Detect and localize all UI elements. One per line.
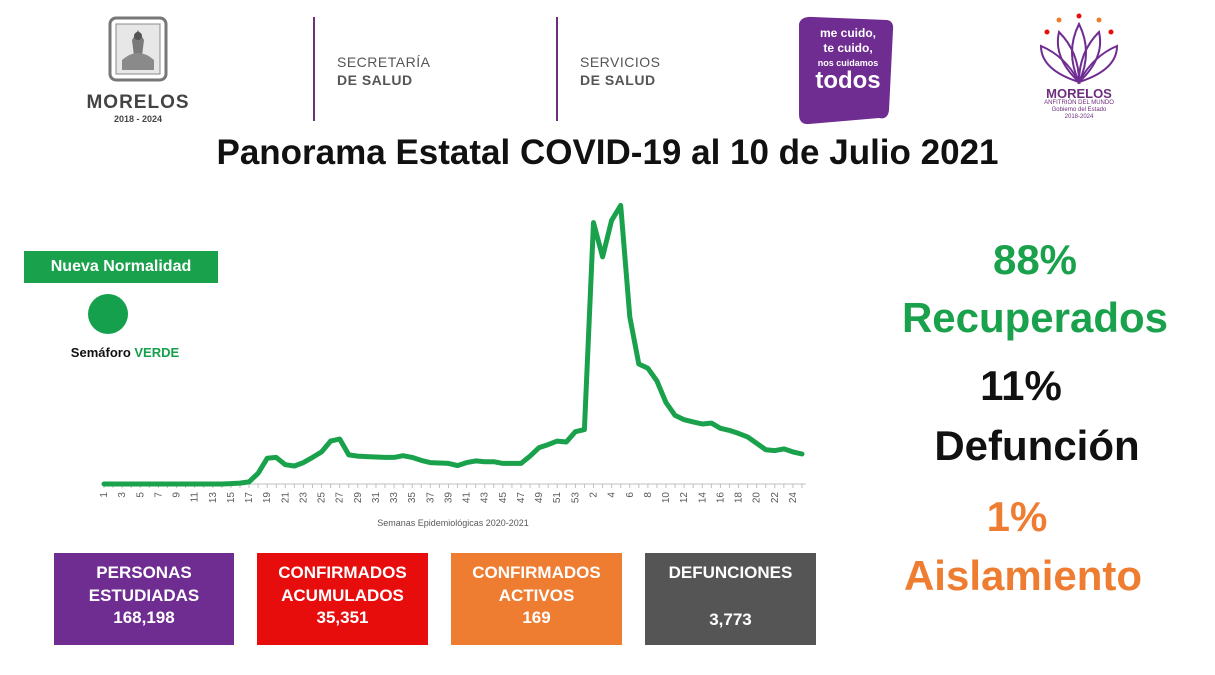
x-tick-label: 47 xyxy=(516,492,527,504)
lotus-logo xyxy=(1039,13,1119,85)
box-defunciones-value: 3,773 xyxy=(709,610,752,629)
nueva-normalidad-badge: Nueva Normalidad xyxy=(24,251,218,283)
x-tick-label: 43 xyxy=(480,492,491,504)
box-defunciones-line1: DEFUNCIONES xyxy=(668,563,793,582)
x-tick-label: 6 xyxy=(625,492,636,498)
covid-weekly-line-chart: 1 3 5 7 9 11 13 15 17 19 21 23 25 27 29 31 33 35 37 39 41 43 4… xyxy=(99,202,806,528)
x-tick-label: 53 xyxy=(570,492,581,504)
x-tick-label: 10 xyxy=(661,492,672,504)
isolation-pct: 1% xyxy=(986,493,1048,540)
x-tick-label: 20 xyxy=(752,492,763,504)
x-tick-label: 11 xyxy=(190,492,201,503)
dept-servicios: SERVICIOS DE SALUD xyxy=(580,53,661,89)
x-tick-label: 31 xyxy=(371,492,382,504)
state-name: MORELOS xyxy=(86,92,190,113)
x-tick-label: 12 xyxy=(679,492,690,504)
x-tick-label: 27 xyxy=(335,492,346,504)
x-tick-label: 33 xyxy=(389,492,400,504)
semaforo-label: Semáforo VERDE xyxy=(40,345,210,360)
x-tick-label: 4 xyxy=(607,492,618,498)
box-acumulados-line1: CONFIRMADOS xyxy=(278,563,407,582)
dept-secretaria-line2: DE SALUD xyxy=(337,72,413,88)
right-logo-sub1: ANFITRIÓN DEL MUNDO xyxy=(1044,100,1114,106)
x-tick-label: 29 xyxy=(353,492,364,504)
deaths-label: Defunción xyxy=(934,422,1140,469)
x-tick-label: 9 xyxy=(172,492,183,498)
dept-secretaria: SECRETARÍA DE SALUD xyxy=(337,53,430,89)
dept-servicios-line2: DE SALUD xyxy=(580,72,656,88)
dept-secretaria-line1: SECRETARÍA xyxy=(337,54,431,70)
slogan-line3: nos cuidamos xyxy=(817,58,879,68)
x-tick-label: 18 xyxy=(734,492,745,504)
divider-1 xyxy=(313,17,315,121)
right-logo-name: MORELOS xyxy=(1046,86,1112,101)
x-axis-title: Semanas Epidemiológicas 2020-2021 xyxy=(377,518,529,528)
x-tick-label: 3 xyxy=(117,492,128,498)
box-confirmados-activos: CONFIRMADOS ACTIVOS 169 xyxy=(451,553,622,645)
box-defunciones-line2 xyxy=(645,585,816,609)
box-activos-value: 169 xyxy=(522,608,551,627)
box-personas-estudiadas: PERSONAS ESTUDIADAS 168,198 xyxy=(54,553,234,645)
x-tick-label: 8 xyxy=(643,492,654,498)
x-tick-label: 24 xyxy=(788,492,799,504)
box-activos-line1: CONFIRMADOS xyxy=(472,563,601,582)
box-personas-line1: PERSONAS xyxy=(96,563,192,582)
x-tick-label: 23 xyxy=(298,492,309,504)
box-defunciones: DEFUNCIONES 3,773 xyxy=(645,553,816,645)
slogan-logo: me cuido, te cuido, nos cuidamos todos xyxy=(795,14,895,128)
right-logo-sub2: Gobierno del Estado xyxy=(1051,107,1107,113)
x-tick-label: 15 xyxy=(226,492,237,504)
slogan-line2: te cuido, xyxy=(823,41,873,55)
x-tick-label: 21 xyxy=(280,492,291,504)
semaforo-state: VERDE xyxy=(134,345,180,360)
morelos-seal-logo xyxy=(108,16,168,82)
x-tick-label: 49 xyxy=(534,492,545,504)
box-acumulados-value: 35,351 xyxy=(316,608,369,627)
slogan-line4: todos xyxy=(815,67,881,94)
semaforo-green-dot xyxy=(88,294,128,334)
right-logo-sub3: 2018-2024 xyxy=(1064,114,1094,120)
x-tick-label: 25 xyxy=(317,492,328,504)
x-tick-label: 14 xyxy=(697,492,708,504)
state-years: 2018 - 2024 xyxy=(113,114,163,124)
dept-servicios-line1: SERVICIOS xyxy=(580,54,661,70)
box-activos-line2: ACTIVOS xyxy=(498,586,575,605)
x-tick-label: 39 xyxy=(443,492,454,504)
recovered-label: Recuperados xyxy=(901,294,1169,341)
box-acumulados-line2: ACUMULADOS xyxy=(281,586,404,605)
x-tick-label: 41 xyxy=(462,492,473,504)
box-personas-line2: ESTUDIADAS xyxy=(88,586,200,605)
semaforo-text: Semáforo xyxy=(70,345,131,360)
box-personas-value: 168,198 xyxy=(113,608,175,627)
isolation-label: Aislamiento xyxy=(903,552,1143,599)
box-confirmados-acumulados: CONFIRMADOS ACUMULADOS 35,351 xyxy=(257,553,428,645)
x-tick-label: 1 xyxy=(99,492,110,498)
x-tick-label: 5 xyxy=(135,492,146,498)
deaths-pct: 11% xyxy=(980,362,1062,409)
x-tick-label: 7 xyxy=(153,492,164,498)
divider-2 xyxy=(556,17,558,121)
recovered-pct: 88% xyxy=(992,236,1078,283)
slogan-line1: me cuido, xyxy=(819,26,876,40)
x-tick-label: 16 xyxy=(715,492,726,504)
x-tick-label: 22 xyxy=(770,492,781,504)
x-tick-label: 35 xyxy=(407,492,418,504)
x-tick-label: 19 xyxy=(262,492,273,504)
x-tick-label: 37 xyxy=(425,492,436,504)
series-line xyxy=(101,202,805,487)
x-tick-label: 17 xyxy=(244,492,255,504)
page-title: Panorama Estatal COVID-19 al 10 de Julio… xyxy=(216,133,999,172)
x-tick-label: 51 xyxy=(552,492,563,504)
right-logo-sub: ANFITRIÓN DEL MUNDO Gobierno del Estado … xyxy=(1025,100,1133,121)
x-tick-label: 13 xyxy=(208,492,219,504)
x-tick-label: 45 xyxy=(498,492,509,504)
x-tick-label: 2 xyxy=(589,492,600,498)
